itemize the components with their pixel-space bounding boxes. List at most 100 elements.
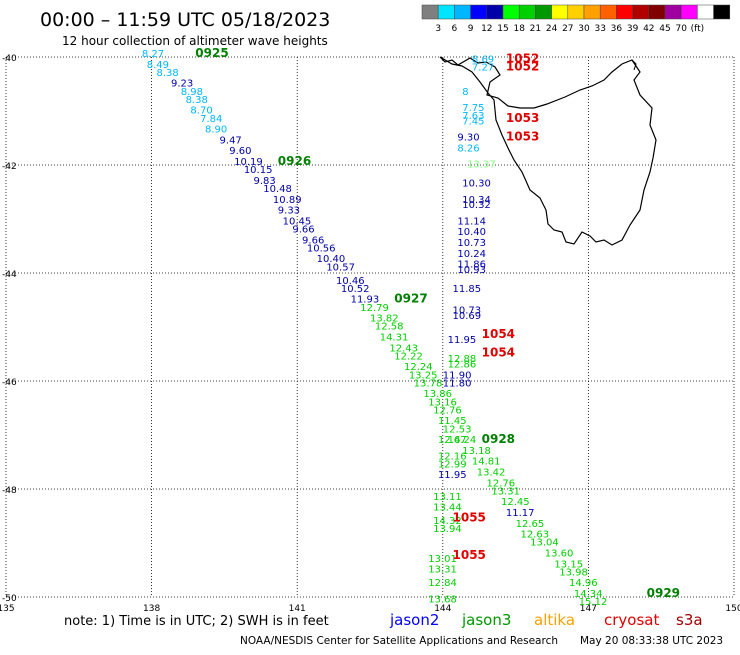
wave-height-value: 13.25 — [409, 370, 438, 381]
color-scale-label: 36 — [611, 24, 623, 34]
wave-height-value: 9.66 — [302, 235, 324, 246]
wave-height-value: 13.68 — [428, 594, 457, 605]
wave-height-value: 13.04 — [530, 538, 559, 549]
wave-height-value: 8.98 — [181, 87, 203, 98]
color-scale-swatch — [616, 4, 633, 20]
wave-height-value: 13.01 — [428, 554, 457, 565]
wave-height-value: 12.76 — [486, 478, 515, 489]
wave-height-value: 13.86 — [423, 389, 452, 400]
color-scale-label: 33 — [594, 24, 605, 34]
lon-tick-label: 144 — [434, 604, 451, 614]
wave-height-value: 11.85 — [453, 284, 482, 295]
wave-height-value: 10.40 — [317, 254, 346, 265]
pass-time-label: 1055 — [453, 510, 486, 524]
wave-height-value: 13.18 — [462, 446, 491, 457]
wave-height-value: 13.78 — [414, 378, 443, 389]
color-scale-label: (ft) — [691, 24, 705, 34]
wave-height-value: 10.24 — [457, 249, 486, 260]
color-scale-label: 6 — [452, 24, 458, 34]
wave-height-value: 11.45 — [438, 416, 467, 427]
wave-height-value: 10.46 — [336, 276, 365, 287]
wave-height-value: 9.66 — [292, 225, 314, 236]
wave-height-value: 13.42 — [477, 468, 506, 479]
wave-height-observations: 8.278.498.389.238.988.388.707.848.909.47… — [142, 49, 607, 608]
color-scale-swatch — [599, 4, 617, 20]
wave-height-value: 14.32 — [433, 516, 462, 527]
wave-height-value: 12.45 — [501, 497, 530, 508]
wave-height-value: 11.14 — [457, 216, 486, 227]
wave-height-value: 12.22 — [394, 351, 423, 362]
map-subtitle: 12 hour collection of altimeter wave hei… — [62, 34, 328, 48]
satellite-name-jason3: jason3 — [461, 611, 511, 629]
color-scale-swatch — [518, 4, 536, 20]
wave-height-value: 12.99 — [438, 459, 467, 470]
wave-height-value: 7.63 — [462, 111, 484, 122]
wave-height-value: 14.34 — [574, 589, 603, 600]
wave-height-value: 8.69 — [472, 54, 494, 65]
wave-height-value: 14.96 — [569, 578, 598, 589]
satellite-name-altika: altika — [534, 611, 575, 629]
tasmania-landmass — [439, 56, 657, 246]
wave-height-value: 12.53 — [443, 424, 472, 435]
color-scale-label: 39 — [627, 24, 639, 34]
wave-height-value: 10.40 — [457, 227, 486, 238]
wave-height-value: 13.98 — [559, 567, 588, 578]
color-scale-swatch — [470, 4, 488, 20]
color-scale-label: 9 — [468, 24, 474, 34]
wave-height-value: 12.67 — [438, 435, 467, 446]
pass-time-label: 1054 — [482, 346, 515, 360]
color-scale-swatch — [454, 4, 471, 20]
color-scale-label: 3 — [435, 24, 441, 34]
wave-height-value: 12.86 — [448, 360, 477, 371]
wave-height-value: 14.24 — [448, 435, 477, 446]
color-scale-label: 70 — [675, 24, 687, 34]
lat-tick-label: -42 — [2, 162, 17, 172]
wave-height-value: 10.48 — [263, 184, 292, 195]
wave-height-value: 11.17 — [506, 508, 535, 519]
wave-height-value: 12.63 — [520, 530, 549, 541]
wave-height-value: 12.58 — [375, 322, 404, 333]
pass-time-label: 1054 — [482, 327, 515, 341]
wave-height-value: 11.95 — [448, 335, 477, 346]
wave-height-value: 15.12 — [579, 597, 608, 608]
wave-height-value: 10.19 — [234, 157, 263, 168]
wave-height-value: 9.30 — [457, 133, 479, 144]
wave-height-value: 9.60 — [229, 146, 251, 157]
color-scale-swatch — [648, 4, 666, 20]
island-outline — [631, 59, 637, 71]
wave-height-value: 8.26 — [457, 144, 479, 155]
footer-timestamp: May 20 08:33:38 UTC 2023 — [580, 635, 723, 647]
tasmania-coastline — [439, 56, 657, 246]
wave-height-value: 12.16 — [438, 451, 467, 462]
color-scale-swatch — [567, 4, 585, 20]
color-scale-label: 45 — [659, 24, 670, 34]
wave-height-value: 13.60 — [545, 549, 574, 560]
color-scale-swatch — [583, 4, 601, 20]
wave-height-value: 11.80 — [443, 378, 472, 389]
color-scale-label: 42 — [643, 24, 654, 34]
wave-height-value: 13.16 — [428, 397, 457, 408]
wave-height-value: 10.45 — [283, 216, 312, 227]
pass-time-label: 0926 — [278, 154, 311, 168]
pass-time-label: 1052 — [506, 60, 539, 74]
lat-tick-label: -46 — [2, 378, 17, 388]
wave-height-value: 12.88 — [448, 354, 477, 365]
wave-height-value: 7.75 — [462, 103, 484, 114]
wave-height-value: 7.84 — [200, 114, 222, 125]
color-scale-swatch — [664, 4, 682, 20]
wave-height-value: 8.38 — [186, 95, 208, 106]
wave-height-value: 10.30 — [462, 179, 491, 190]
pass-time-label: 0927 — [394, 292, 427, 306]
wave-height-value: 11.86 — [457, 260, 486, 271]
color-scale-label: 21 — [530, 24, 541, 34]
color-scale-swatch — [680, 4, 698, 20]
wave-height-value: 12.76 — [433, 405, 462, 416]
color-scale-swatch — [502, 4, 520, 20]
color-scale-swatch — [713, 4, 731, 20]
wave-height-value: 8.70 — [190, 106, 212, 117]
wave-height-value: 12.79 — [360, 303, 389, 314]
color-scale-swatch — [437, 4, 455, 20]
wave-height-value: 10.93 — [457, 265, 486, 276]
color-scale-label: 18 — [513, 24, 525, 34]
color-scale-swatch — [551, 4, 569, 20]
